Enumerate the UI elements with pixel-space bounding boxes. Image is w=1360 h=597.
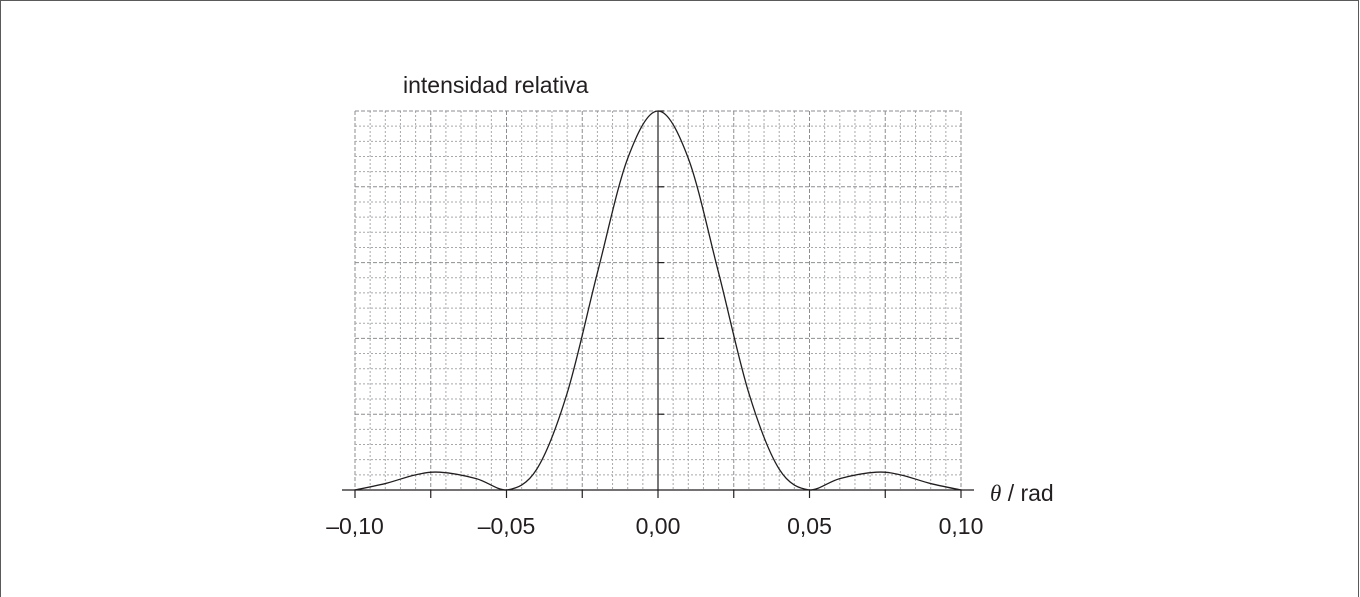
x-tick-labels: –0,10 –0,05 0,00 0,05 0,10 xyxy=(326,513,983,539)
x-tick-label: 0,10 xyxy=(939,513,984,539)
x-axis-symbol: θ xyxy=(990,481,1001,506)
x-tick-label: –0,10 xyxy=(326,513,384,539)
x-tick-label: –0,05 xyxy=(478,513,536,539)
x-axis-unit: / rad xyxy=(1001,480,1053,506)
axes xyxy=(342,110,974,498)
intensity-curve xyxy=(354,110,962,491)
x-tick-label: 0,00 xyxy=(636,513,681,539)
y-axis-label: intensidad relativa xyxy=(403,72,589,98)
x-axis-label: θ / rad xyxy=(990,480,1054,506)
x-tick-label: 0,05 xyxy=(787,513,832,539)
